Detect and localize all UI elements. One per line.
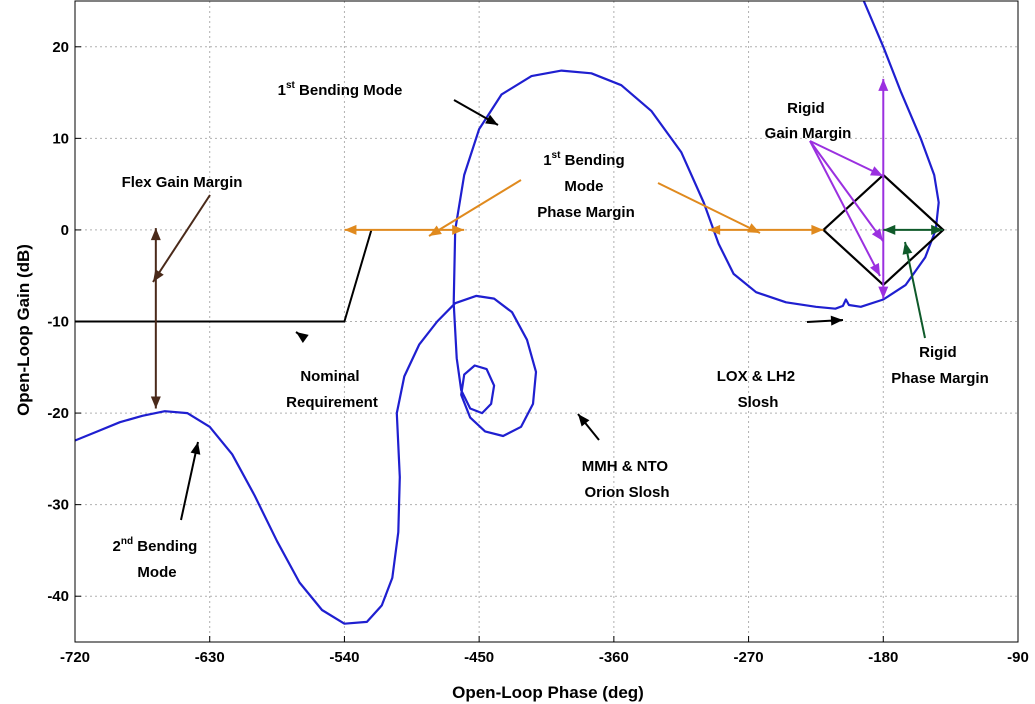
rigid-gain-margin-arrow: [878, 78, 889, 299]
y-tick-label: 0: [61, 222, 69, 239]
lox-lh2-pointer: [806, 315, 844, 326]
mmh-nto-pointer: [577, 413, 600, 441]
phase-margin-pointer-right: [657, 182, 761, 234]
arrow-head: [830, 315, 843, 326]
annotation-first-bending-mode: 1st Bending Mode: [278, 80, 403, 99]
rigid-gain-pointer-1: [809, 140, 884, 177]
arrow-head: [871, 228, 883, 241]
x-tick-label: -540: [329, 649, 359, 666]
phase-margin-pointer-left: [428, 179, 522, 237]
arrow-shaft: [657, 182, 761, 234]
annotation-rigid-gain-margin: Rigid Gain Margin: [765, 100, 852, 142]
arrow-head: [150, 228, 161, 241]
annotation-mmh-nto-slosh: MMH & NTO Orion Slosh: [582, 458, 673, 501]
arrow-head: [931, 224, 944, 235]
arrow-head: [190, 442, 201, 455]
second-bending-mode-pointer: [180, 441, 201, 521]
annotation-rigid-phase-margin: Rigid Phase Margin: [891, 344, 989, 387]
arrow-head: [578, 414, 590, 427]
x-tick-label: -630: [195, 649, 225, 666]
annotation-second-bending-mode: 2nd Bending Mode: [113, 536, 202, 581]
arrow-shaft: [904, 241, 926, 339]
rigid-gain-pointer-2: [809, 140, 884, 242]
y-tick-label: -20: [47, 405, 69, 422]
grid: [75, 1, 1018, 642]
first-bending-phase-margin-arrow-right: [708, 224, 824, 235]
x-tick-label: -90: [1007, 649, 1029, 666]
arrow-head: [429, 225, 442, 236]
arrow-head: [708, 224, 721, 235]
nominal-requirement-pointer: [295, 331, 309, 344]
tick-labels: -720 -630 -540 -450 -360 -270 -180 -90 -40 -30 -20…: [47, 39, 1029, 666]
x-tick-label: -450: [464, 649, 494, 666]
arrow-head: [878, 286, 889, 299]
rigid-margin-diamond: [822, 173, 945, 287]
arrow-shaft: [809, 140, 884, 242]
arrow-shaft: [152, 194, 211, 283]
arrow-head: [878, 78, 889, 91]
series-group: [75, 1, 945, 625]
x-tick-label: -360: [599, 649, 629, 666]
annotation-nominal-requirement: Nominal Requirement: [286, 368, 378, 411]
arrow-head: [485, 114, 498, 125]
annotation-flex-gain-margin: Flex Gain Margin: [122, 174, 243, 191]
arrow-head: [870, 166, 883, 176]
nichols-curve: [75, 1, 940, 625]
y-axis-title: Open-Loop Gain (dB): [14, 244, 33, 416]
rigid-phase-pointer: [902, 241, 926, 339]
x-axis-title: Open-Loop Phase (deg): [452, 683, 644, 702]
arrow-head: [747, 223, 760, 233]
flex-gain-margin-pointer: [152, 194, 211, 283]
arrow-shaft: [809, 140, 884, 177]
arrow-head: [811, 224, 824, 235]
arrow-head: [150, 396, 161, 409]
y-tick-label: -40: [47, 588, 69, 605]
arrow-head: [452, 224, 465, 235]
flex-gain-margin-arrow: [150, 228, 161, 409]
first-bending-phase-margin-arrow-left: [344, 224, 465, 235]
arrow-head: [902, 242, 913, 255]
arrow-head: [153, 269, 164, 282]
first-bending-mode-pointer: [453, 99, 499, 126]
x-tick-label: -270: [734, 649, 764, 666]
rigid-gain-pointer-3: [809, 140, 881, 277]
x-tick-label: -720: [60, 649, 90, 666]
y-tick-label: -30: [47, 497, 69, 514]
arrow-shaft: [180, 441, 199, 521]
arrow-head: [883, 224, 896, 235]
annotation-arrows: [150, 78, 944, 521]
y-tick-label: 20: [52, 39, 69, 56]
arrow-shaft: [809, 140, 881, 277]
arrow-head: [296, 332, 309, 344]
arrow-shaft: [428, 179, 522, 237]
arrow-head: [344, 224, 357, 235]
rigid-phase-margin-arrow: [883, 224, 944, 235]
arrow-head: [870, 263, 880, 276]
y-tick-label: -10: [47, 314, 69, 331]
annotation-first-bending-phase-margin: 1st Bending Mode Phase Margin: [537, 150, 635, 221]
nominal-requirement-line: [75, 229, 373, 323]
annotation-lox-lh2-slosh: LOX & LH2 Slosh: [717, 368, 800, 411]
y-tick-label: 10: [52, 130, 69, 147]
x-tick-label: -180: [868, 649, 898, 666]
